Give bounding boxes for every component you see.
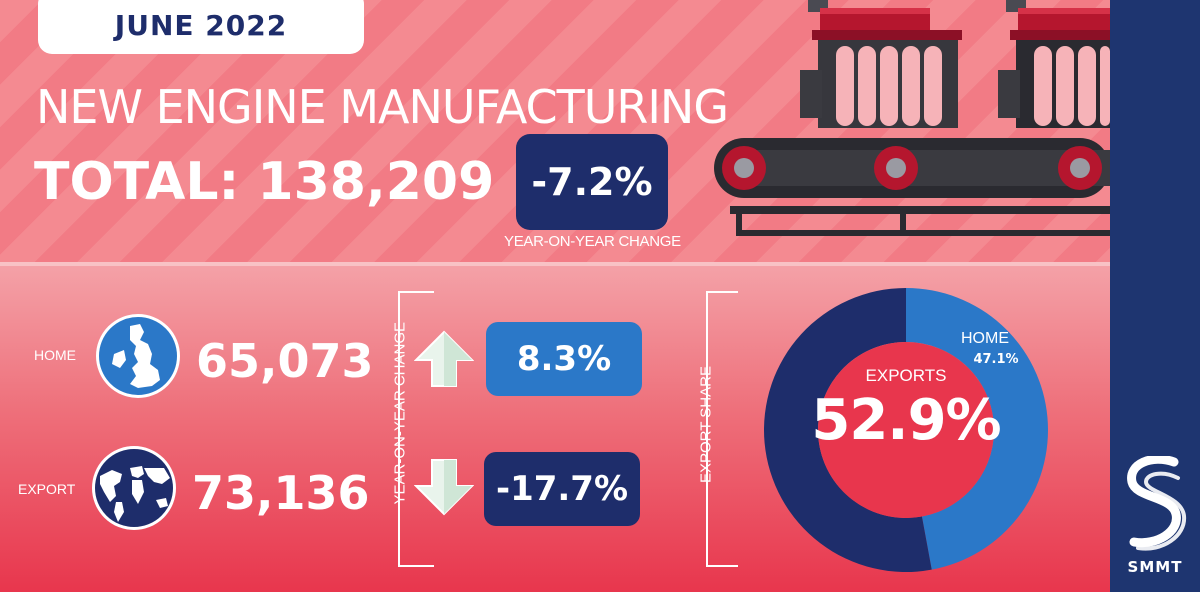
- page-title: NEW ENGINE MANUFACTURING: [36, 80, 729, 134]
- yoy-change-box: -7.2%: [516, 134, 668, 230]
- total-value: 138,209: [257, 152, 495, 212]
- share-vertical-label: EXPORT SHARE: [697, 366, 715, 483]
- yoy-change-value: -7.2%: [531, 160, 653, 204]
- total-label: TOTAL:: [34, 152, 240, 212]
- engine-conveyor-icon: [714, 0, 1110, 236]
- donut-home-value: 47.1%: [973, 352, 1019, 367]
- yoy-change-caption: YEAR-ON-YEAR CHANGE: [504, 233, 681, 250]
- date-badge: JUNE 2022: [38, 0, 364, 54]
- date-text: JUNE 2022: [114, 9, 288, 42]
- brand-name: SMMT: [1127, 558, 1183, 576]
- export-change-box: -17.7%: [484, 452, 640, 526]
- share-bracket: [706, 291, 738, 567]
- export-value: 73,136: [192, 466, 370, 520]
- conveyor-belt-icon: [714, 138, 1110, 236]
- home-change-value: 8.3%: [516, 339, 612, 379]
- donut-home-segment: [906, 288, 1048, 570]
- uk-map-icon: [96, 314, 180, 398]
- donut-exports-label: EXPORTS: [865, 366, 947, 385]
- arrow-up-icon: [414, 330, 474, 387]
- total-line: TOTAL: 138,209: [34, 152, 494, 212]
- section-divider: [0, 262, 1110, 266]
- smmt-logo-icon: [1127, 456, 1187, 551]
- donut-exports-segment: [764, 288, 932, 572]
- donut-exports-value: 52.9%: [811, 388, 1001, 453]
- export-share-donut: [764, 288, 1048, 572]
- world-map-icon: [92, 446, 176, 530]
- yoy-bracket: [398, 291, 434, 567]
- home-label: HOME: [34, 347, 76, 363]
- arrow-down-icon: [414, 459, 474, 516]
- export-change-value: -17.7%: [495, 469, 629, 509]
- donut-home-label: HOME: [961, 330, 1009, 347]
- yoy-vertical-label: YEAR-ON-YEAR CHANGE: [391, 321, 409, 505]
- home-value: 65,073: [196, 334, 374, 388]
- export-label: EXPORT: [18, 481, 76, 497]
- donut-center: [818, 342, 994, 518]
- engine-icon: [800, 0, 962, 128]
- home-change-box: 8.3%: [486, 322, 642, 396]
- engine-icon: [998, 0, 1110, 128]
